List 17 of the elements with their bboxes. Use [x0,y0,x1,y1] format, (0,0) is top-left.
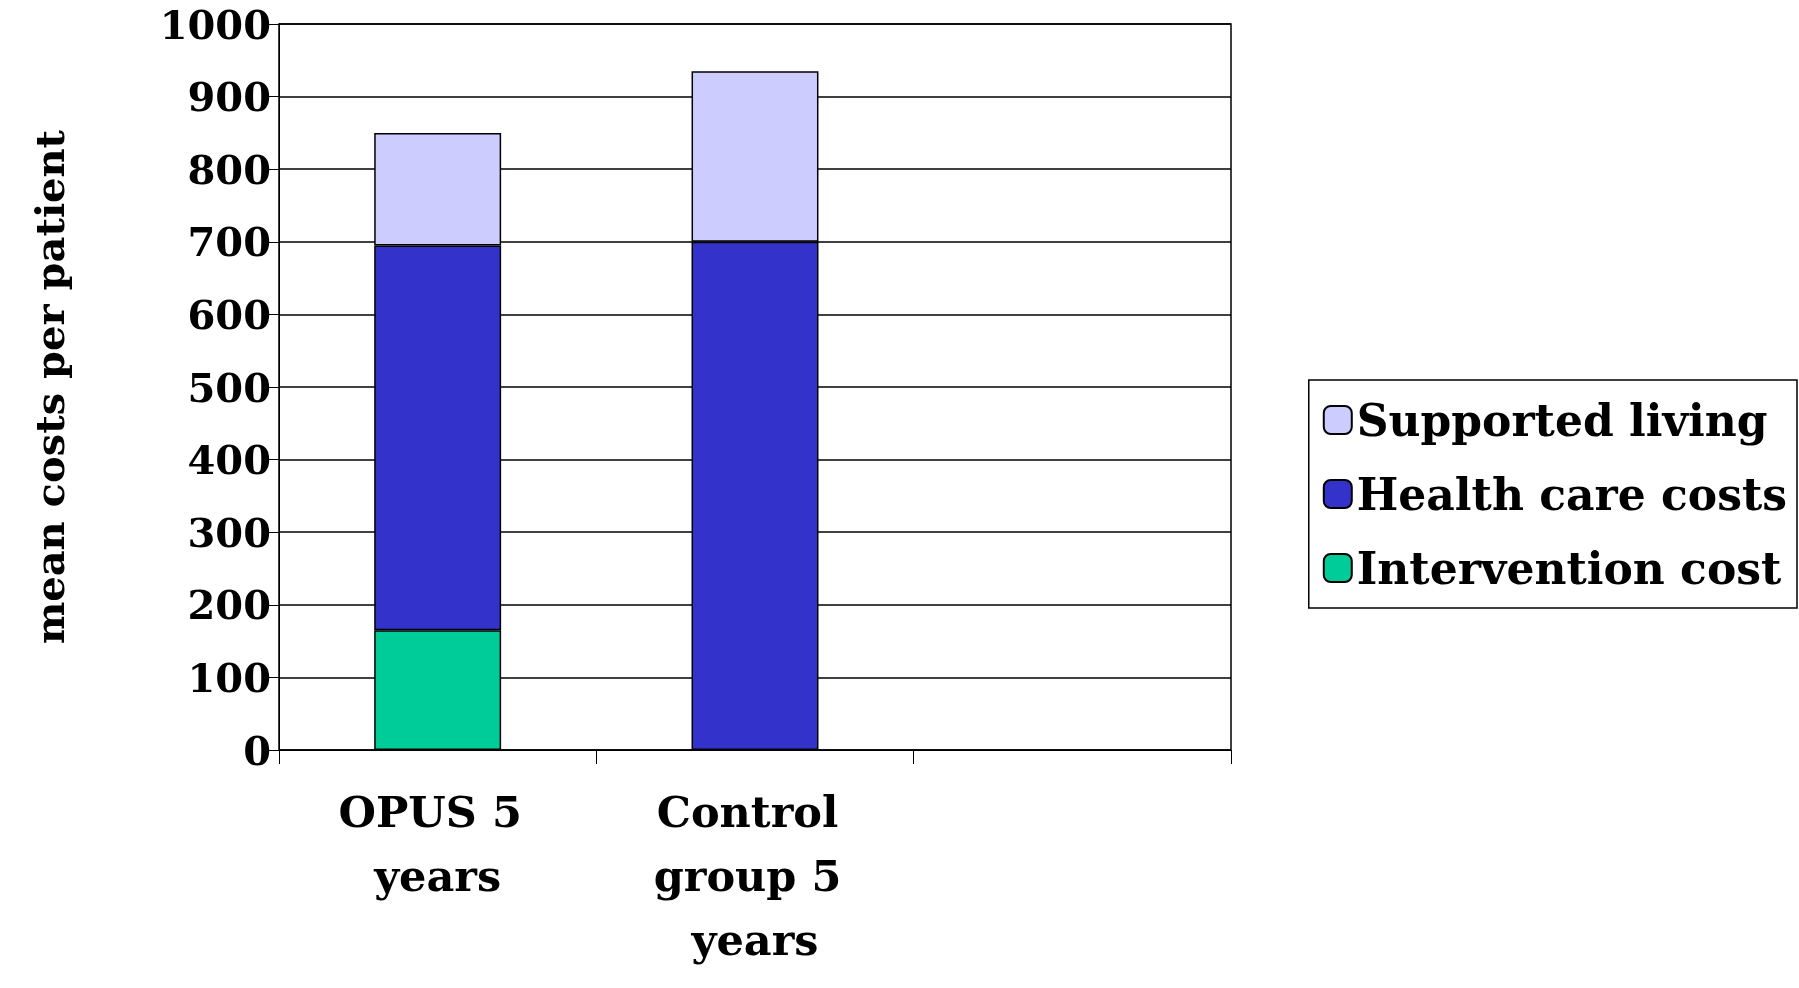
legend-label: Intervention cost [1356,542,1782,594]
y-tick-label: 100 [187,653,271,701]
legend-label: Health care costs [1356,468,1788,520]
x-tick-label: Control group 5 years [653,787,857,965]
y-tick-label: 1000 [159,0,271,48]
y-tick-label: 800 [187,145,271,193]
y-axis-title: mean costs per patient [25,129,73,645]
x-tick-label: OPUS 5 years [338,787,537,901]
y-tick-label: 0 [243,726,271,774]
legend-label: Supported living [1356,394,1768,446]
y-tick-label: 200 [187,581,271,629]
y-tick-label: 500 [187,363,271,411]
y-tick-label: 900 [187,73,271,121]
y-tick-label: 600 [187,290,271,338]
y-tick-label: 700 [187,218,271,266]
y-tick-label: 400 [187,436,271,484]
y-tick-label: 300 [187,508,271,556]
